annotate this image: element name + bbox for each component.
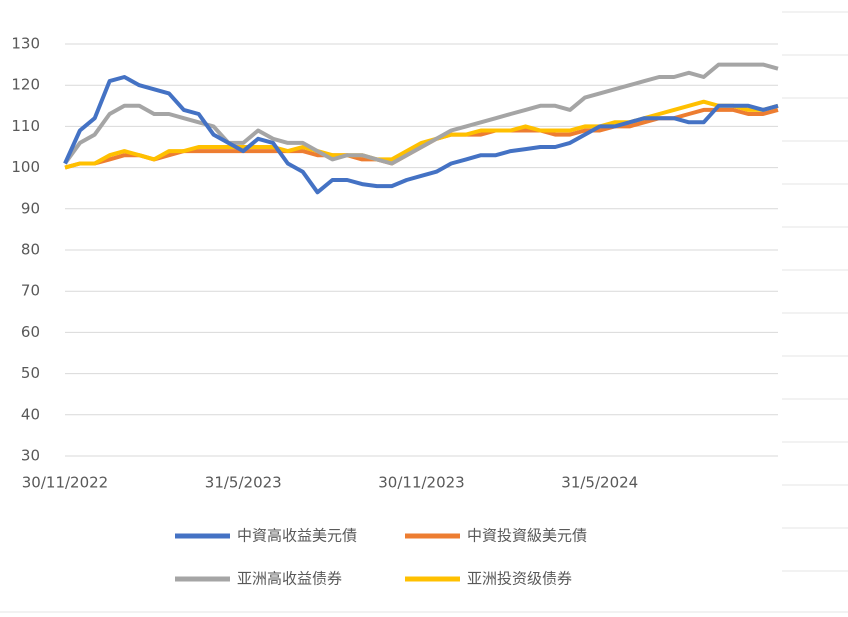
x-tick-label: 31/5/2024 (561, 474, 638, 492)
y-tick-label: 40 (21, 405, 40, 423)
x-tick-label: 31/5/2023 (205, 474, 282, 492)
series-line (63, 62, 779, 166)
y-tick-label: 50 (21, 364, 40, 382)
legend-label: 亚洲高收益债券 (237, 570, 342, 588)
series-line (63, 75, 779, 195)
sheet-cells (0, 11, 848, 613)
y-tick-label: 100 (11, 158, 40, 176)
y-tick-label: 110 (11, 117, 40, 135)
x-tick-label: 30/11/2023 (378, 474, 464, 492)
legend-label: 中資投資級美元債 (467, 527, 587, 545)
y-tick-label: 30 (21, 447, 40, 465)
legend-label: 亚洲投资级债券 (467, 570, 572, 588)
y-tick-label: 80 (21, 241, 40, 259)
y-tick-label: 90 (21, 199, 40, 217)
y-tick-label: 60 (21, 323, 40, 341)
x-tick-label: 30/11/2022 (22, 474, 108, 492)
legend-label: 中資高收益美元債 (237, 527, 357, 545)
series-line (64, 99, 779, 170)
y-tick-label: 120 (11, 76, 40, 94)
y-tick-label: 70 (21, 282, 40, 300)
y-tick-label: 130 (11, 35, 40, 53)
